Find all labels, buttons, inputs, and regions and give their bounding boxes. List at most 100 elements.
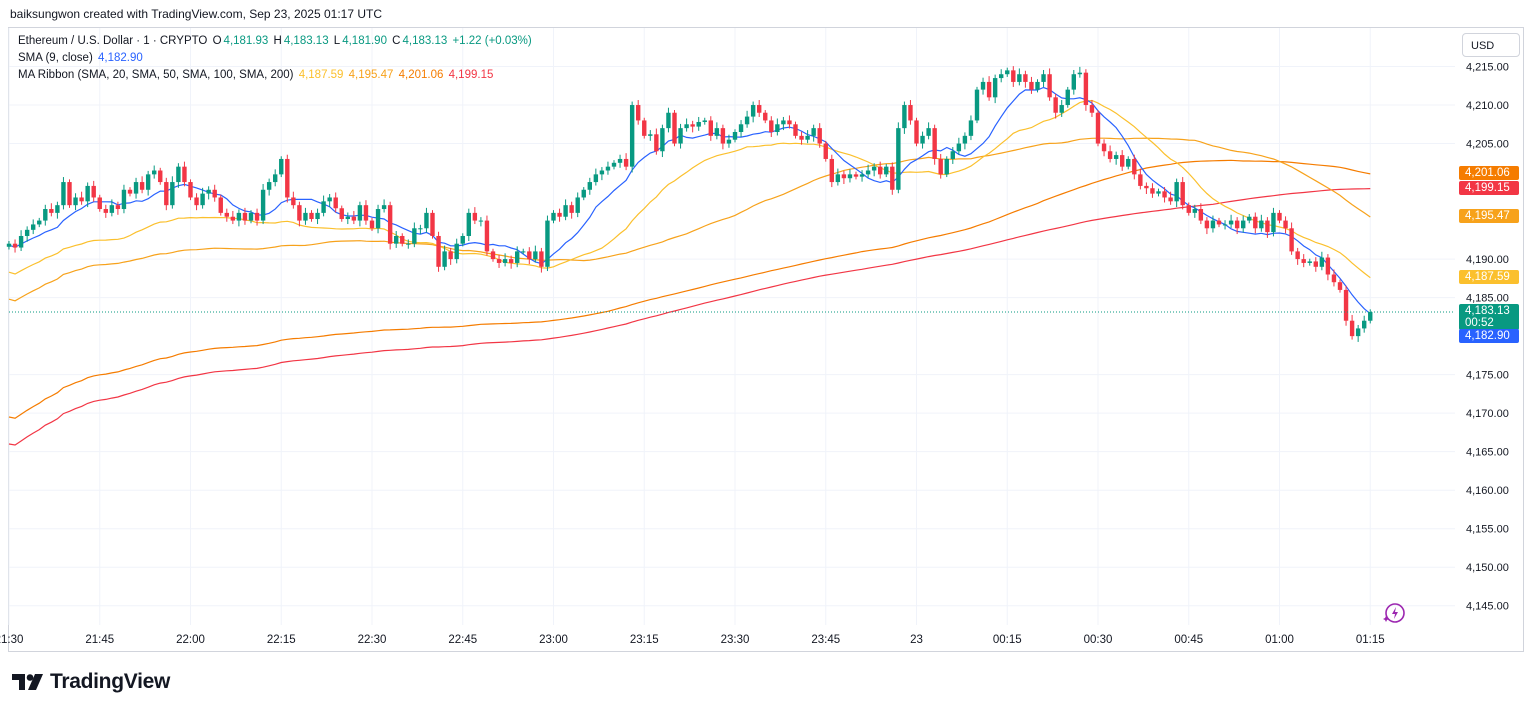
candle-body [484, 220, 490, 252]
candle [31, 219, 36, 235]
time-tick-label: 23:30 [721, 634, 750, 646]
candle-body [418, 228, 423, 230]
candle [1017, 68, 1022, 86]
candle-body [672, 112, 677, 144]
candle [938, 153, 943, 179]
time-tick-label: 22:15 [267, 634, 296, 646]
candle [115, 201, 121, 215]
candle-body [1234, 220, 1240, 229]
candle-body [85, 185, 90, 202]
candle [1089, 100, 1095, 117]
candle [1289, 222, 1294, 255]
candle-body [1253, 216, 1258, 229]
candle [932, 124, 937, 165]
candle [950, 147, 955, 164]
currency-button[interactable]: USD [1462, 33, 1520, 57]
candle-body [1265, 220, 1270, 233]
candle [636, 100, 641, 125]
candle-body [1101, 143, 1107, 152]
candle-body [1005, 70, 1010, 75]
candle [1065, 86, 1070, 108]
candle-body [182, 166, 187, 183]
price-tag: 4,187.59 [1459, 269, 1519, 284]
candle [127, 187, 133, 197]
candle [714, 122, 720, 140]
price-tag: 4,199.15 [1459, 180, 1519, 195]
candle-body [884, 166, 889, 175]
candle [575, 192, 580, 218]
candle [1162, 187, 1167, 203]
candle-body [938, 158, 943, 175]
candle-body [1168, 197, 1173, 202]
candle [1168, 191, 1173, 205]
candle [944, 156, 949, 178]
candle [1035, 79, 1040, 93]
candle [884, 163, 889, 178]
candle-body [878, 166, 883, 175]
candle [55, 201, 60, 219]
price-tick-label: 4,155.00 [1466, 524, 1509, 536]
sma9-line [8, 86, 1371, 315]
candle [660, 124, 665, 158]
candle [684, 118, 689, 132]
legend-sma[interactable]: SMA (9, close) 4,182.90 [18, 52, 145, 64]
candle-body [781, 120, 786, 125]
candle [496, 254, 502, 268]
symbol-title[interactable]: Ethereum / U.S. Dollar · 1 · CRYPTO [18, 35, 208, 47]
candle-body [684, 124, 689, 129]
candle-body [1192, 209, 1197, 213]
candle-body [1017, 74, 1022, 82]
candle [708, 116, 713, 141]
candle [1083, 69, 1089, 111]
candle [1362, 315, 1367, 333]
candle-body [158, 170, 163, 183]
high-value: 4,183.13 [283, 35, 329, 47]
tradingview-logo[interactable]: TradingView [12, 670, 170, 694]
candle-body [212, 189, 217, 198]
candle-body [1283, 220, 1288, 229]
candle-body [847, 174, 853, 179]
candle [1059, 100, 1064, 117]
candle [1041, 69, 1046, 87]
candle-body [696, 121, 701, 127]
candle-body [170, 182, 175, 206]
candle [164, 177, 169, 211]
candle [454, 238, 459, 264]
time-tick-label: 21:30 [0, 634, 23, 646]
lightning-icon[interactable] [1382, 601, 1406, 625]
candle-body [73, 197, 78, 206]
candle-body [980, 81, 986, 90]
candle-body [974, 89, 980, 121]
candle [254, 208, 260, 226]
candle [672, 110, 677, 147]
price-tag-label: 4,195.47 [1465, 209, 1510, 222]
candle-body [49, 209, 54, 213]
candle-body [266, 182, 272, 190]
candle [926, 122, 931, 140]
candle [248, 210, 254, 224]
candle [158, 167, 163, 185]
candle-body [817, 128, 822, 144]
candle [1216, 217, 1222, 228]
candle [152, 165, 157, 179]
candle-body [702, 120, 707, 122]
candle-body [1204, 220, 1210, 229]
time-tick-label: 22:00 [176, 634, 205, 646]
candle [266, 178, 272, 196]
candle [133, 177, 139, 199]
candle [188, 179, 193, 201]
candle [678, 123, 683, 149]
candle [775, 118, 780, 136]
candle [24, 226, 30, 242]
candle [781, 116, 786, 131]
legend-ma-ribbon[interactable]: MA Ribbon (SMA, 20, SMA, 50, SMA, 100, S… [18, 69, 495, 81]
candle [1156, 188, 1161, 197]
candle [1295, 247, 1300, 265]
candle-body [279, 158, 284, 175]
candle-body [230, 216, 236, 221]
candle-body [642, 120, 647, 136]
candle-body [345, 216, 350, 220]
candle-body [920, 135, 925, 144]
candle [139, 176, 145, 194]
